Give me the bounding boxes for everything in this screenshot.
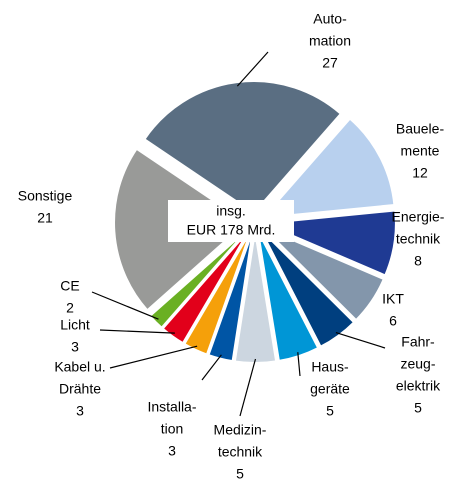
slice-value: 12 bbox=[412, 165, 428, 181]
pie-slice bbox=[259, 228, 356, 349]
slice-label: Sonstige bbox=[18, 188, 73, 204]
leader-line bbox=[99, 329, 175, 334]
slice-label: tion bbox=[161, 421, 184, 437]
slice-value: 5 bbox=[236, 466, 244, 479]
slice-label: technik bbox=[218, 444, 263, 460]
center-box bbox=[168, 200, 294, 242]
pie-slice bbox=[161, 228, 251, 345]
leader-line bbox=[335, 331, 386, 349]
slice-label: Medizin- bbox=[214, 422, 267, 438]
slice-label: Haus- bbox=[311, 359, 349, 375]
leader-line bbox=[239, 358, 257, 417]
slice-label: geräte bbox=[310, 381, 350, 397]
slice-label: Drähte bbox=[59, 381, 101, 397]
pie-slice bbox=[256, 230, 320, 362]
slice-value: 21 bbox=[37, 210, 53, 226]
leader-line bbox=[109, 345, 198, 369]
slice-label: CE bbox=[60, 278, 79, 294]
slice-label: Installa- bbox=[147, 399, 196, 415]
slice-label: elektrik bbox=[396, 378, 441, 394]
slice-label: Energie- bbox=[392, 209, 445, 225]
pie-slice bbox=[263, 209, 397, 277]
leader-line bbox=[91, 291, 159, 320]
slice-value: 2 bbox=[66, 300, 74, 316]
pie-slice bbox=[260, 117, 396, 220]
pie-slice bbox=[143, 80, 343, 215]
pie-slice bbox=[207, 230, 254, 363]
slice-label: Bauele- bbox=[396, 121, 445, 137]
slice-value: 5 bbox=[414, 400, 422, 416]
slice-value: 8 bbox=[414, 253, 422, 269]
slice-label: technik bbox=[396, 231, 441, 247]
slice-label: IKT bbox=[382, 291, 404, 307]
slice-label: Licht bbox=[60, 317, 90, 333]
pie-slice bbox=[261, 226, 386, 322]
leader-line bbox=[201, 354, 222, 381]
slice-value: 6 bbox=[389, 313, 397, 329]
pie-slice bbox=[183, 229, 253, 356]
leader-line bbox=[297, 352, 301, 377]
slice-label: Kabel u. bbox=[54, 359, 105, 375]
pie-slice bbox=[233, 230, 278, 364]
slice-value: 3 bbox=[76, 403, 84, 419]
slice-value: 3 bbox=[71, 339, 79, 355]
slice-label: mation bbox=[309, 33, 351, 49]
leader-line bbox=[236, 51, 269, 87]
slice-value: 3 bbox=[168, 443, 176, 459]
slice-label: Fahr- bbox=[401, 334, 435, 350]
center-label: EUR 178 Mrd. bbox=[187, 222, 276, 238]
slice-label: Auto- bbox=[313, 11, 347, 27]
slice-value: 5 bbox=[326, 403, 334, 419]
slice-label: mente bbox=[401, 143, 440, 159]
center-label: insg. bbox=[216, 203, 246, 219]
slice-value: 27 bbox=[322, 55, 338, 71]
slice-label: zeug- bbox=[400, 356, 435, 372]
